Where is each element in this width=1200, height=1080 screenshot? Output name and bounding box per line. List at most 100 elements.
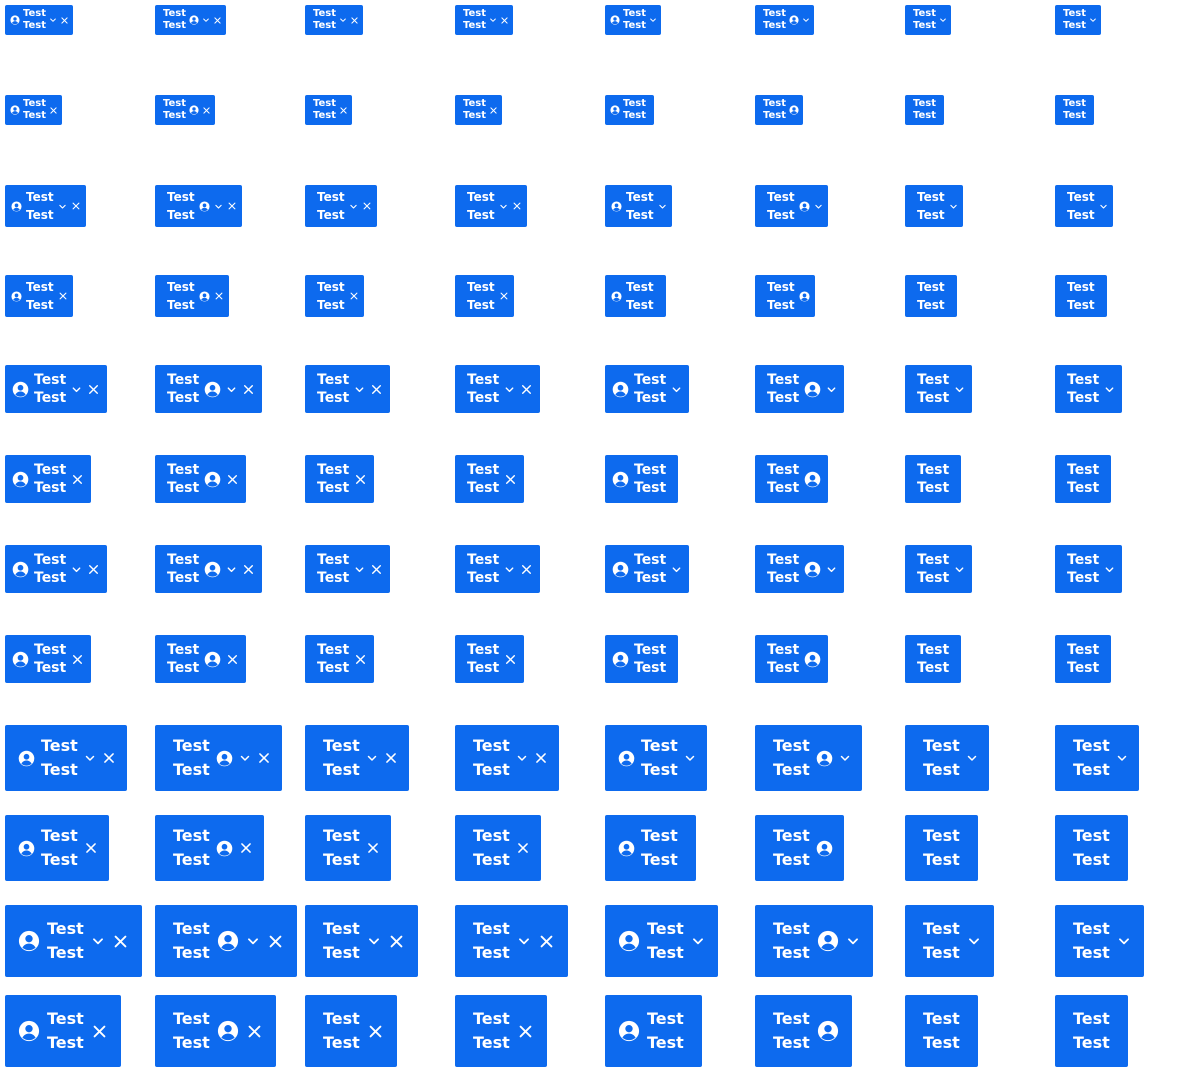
chip[interactable]: Test Test [5, 635, 92, 683]
chip[interactable]: Test Test [755, 455, 829, 503]
close-icon[interactable] [213, 16, 222, 25]
chip[interactable]: Test Test [5, 5, 74, 35]
chip[interactable]: Test Test [1055, 995, 1128, 1067]
close-icon[interactable] [512, 201, 522, 211]
chip[interactable]: Test Test [1055, 545, 1123, 593]
chevron-down-icon[interactable] [489, 16, 497, 24]
close-icon[interactable] [60, 16, 69, 25]
chevron-down-icon[interactable] [517, 934, 531, 948]
chip[interactable]: Test Test [755, 905, 873, 977]
chevron-down-icon[interactable] [504, 384, 515, 395]
chip[interactable]: Test Test [755, 5, 815, 35]
close-icon[interactable] [242, 563, 255, 576]
chip[interactable]: Test Test [5, 365, 108, 413]
chip[interactable]: Test Test [455, 995, 547, 1067]
close-icon[interactable] [257, 751, 271, 765]
close-icon[interactable] [534, 751, 548, 765]
chevron-down-icon[interactable] [226, 384, 237, 395]
chip[interactable]: Test Test [5, 725, 127, 791]
chevron-down-icon[interactable] [846, 934, 860, 948]
close-icon[interactable] [499, 291, 509, 301]
close-icon[interactable] [71, 201, 81, 211]
close-icon[interactable] [388, 933, 405, 950]
close-icon[interactable] [267, 933, 284, 950]
chip[interactable]: Test Test [905, 275, 957, 317]
chip[interactable]: Test Test [305, 5, 364, 35]
close-icon[interactable] [370, 383, 383, 396]
close-icon[interactable] [227, 201, 237, 211]
chip[interactable]: Test Test [455, 725, 559, 791]
close-icon[interactable] [520, 563, 533, 576]
chevron-down-icon[interactable] [91, 934, 105, 948]
chip[interactable]: Test Test [1055, 95, 1095, 125]
chevron-down-icon[interactable] [239, 752, 251, 764]
chip[interactable]: Test Test [605, 815, 696, 881]
chip[interactable]: Test Test [455, 545, 541, 593]
chip[interactable]: Test Test [5, 95, 63, 125]
close-icon[interactable] [91, 1023, 108, 1040]
chip[interactable]: Test Test [905, 365, 973, 413]
close-icon[interactable] [112, 933, 129, 950]
chevron-down-icon[interactable] [226, 564, 237, 575]
chevron-down-icon[interactable] [366, 752, 378, 764]
chip[interactable]: Test Test [5, 185, 86, 227]
chevron-down-icon[interactable] [339, 16, 347, 24]
close-icon[interactable] [366, 841, 380, 855]
chip[interactable]: Test Test [455, 455, 525, 503]
chip[interactable]: Test Test [305, 95, 353, 125]
chevron-down-icon[interactable] [202, 16, 210, 24]
chip[interactable]: Test Test [305, 365, 391, 413]
close-icon[interactable] [516, 841, 530, 855]
chevron-down-icon[interactable] [1117, 934, 1131, 948]
chip[interactable]: Test Test [605, 995, 702, 1067]
close-icon[interactable] [504, 653, 517, 666]
chip[interactable]: Test Test [455, 365, 541, 413]
chip[interactable]: Test Test [155, 905, 297, 977]
chevron-down-icon[interactable] [246, 934, 260, 948]
chevron-down-icon[interactable] [504, 564, 515, 575]
chip[interactable]: Test Test [5, 815, 109, 881]
chip[interactable]: Test Test [305, 275, 364, 317]
chip[interactable]: Test Test [1055, 185, 1113, 227]
close-icon[interactable] [538, 933, 555, 950]
chevron-down-icon[interactable] [826, 564, 837, 575]
close-icon[interactable] [239, 841, 253, 855]
chip[interactable]: Test Test [605, 275, 666, 317]
chevron-down-icon[interactable] [354, 564, 365, 575]
close-icon[interactable] [370, 563, 383, 576]
close-icon[interactable] [226, 653, 239, 666]
chevron-down-icon[interactable] [671, 564, 682, 575]
chip[interactable]: Test Test [605, 455, 679, 503]
close-icon[interactable] [226, 473, 239, 486]
chip[interactable]: Test Test [305, 995, 397, 1067]
chip[interactable]: Test Test [1055, 905, 1144, 977]
close-icon[interactable] [489, 106, 498, 115]
chip[interactable]: Test Test [605, 95, 655, 125]
close-icon[interactable] [58, 291, 68, 301]
chip[interactable]: Test Test [5, 545, 108, 593]
chip[interactable]: Test Test [755, 275, 815, 317]
chip[interactable]: Test Test [455, 95, 503, 125]
chevron-down-icon[interactable] [684, 752, 696, 764]
chip[interactable]: Test Test [455, 815, 541, 881]
chip[interactable]: Test Test [305, 815, 391, 881]
close-icon[interactable] [520, 383, 533, 396]
close-icon[interactable] [71, 653, 84, 666]
chip[interactable]: Test Test [605, 725, 707, 791]
chip[interactable]: Test Test [1055, 455, 1112, 503]
chip[interactable]: Test Test [155, 545, 263, 593]
chip[interactable]: Test Test [155, 455, 247, 503]
close-icon[interactable] [504, 473, 517, 486]
chip[interactable]: Test Test [155, 365, 263, 413]
chevron-down-icon[interactable] [71, 384, 82, 395]
chip[interactable]: Test Test [305, 545, 391, 593]
close-icon[interactable] [87, 383, 100, 396]
chip[interactable]: Test Test [905, 455, 962, 503]
chevron-down-icon[interactable] [84, 752, 96, 764]
chip[interactable]: Test Test [755, 815, 844, 881]
close-icon[interactable] [354, 473, 367, 486]
chip[interactable]: Test Test [455, 905, 568, 977]
close-icon[interactable] [354, 653, 367, 666]
chip[interactable]: Test Test [5, 995, 121, 1067]
chevron-down-icon[interactable] [214, 202, 223, 211]
